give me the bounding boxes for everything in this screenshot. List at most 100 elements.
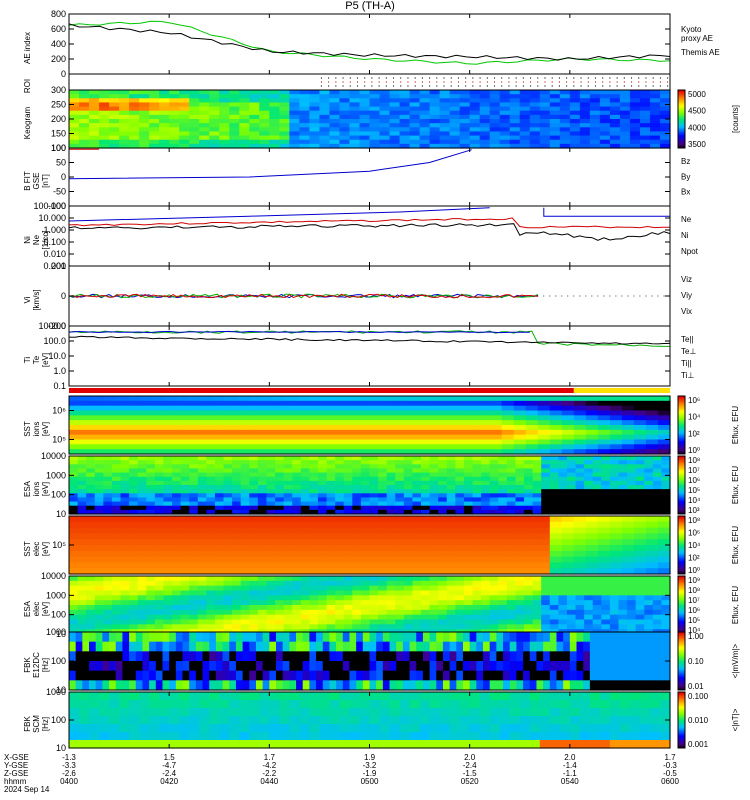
fbk-e-cell <box>402 661 411 672</box>
sst-elec-cell <box>549 516 563 523</box>
esa-elec-cell <box>627 576 637 582</box>
esa-ion-cell <box>172 472 182 478</box>
sst-elec-cell <box>633 556 647 563</box>
sst-elec-cell <box>561 533 575 540</box>
fbk-e-cell <box>402 632 411 643</box>
sst-elec-cell <box>429 516 443 523</box>
esa-ion-cell <box>154 472 165 478</box>
roi-ylabel-line: ROI <box>23 79 32 93</box>
fbk-e-cell <box>563 651 571 662</box>
fbk-e-cell <box>109 632 117 643</box>
esa-ion-cell <box>257 485 268 490</box>
esa-ion-cell <box>644 472 654 478</box>
esa-elec-cell <box>446 585 456 592</box>
keogram-cell <box>129 143 140 149</box>
roi-dot <box>515 85 517 87</box>
esa-ion-cell <box>429 460 439 465</box>
fbk-e-cell <box>469 632 477 643</box>
sst-ion-cell <box>165 434 178 441</box>
esa-ion-cell <box>266 505 276 511</box>
fbk-e-cell <box>362 670 371 681</box>
sst-ion-cell <box>213 396 226 402</box>
esa-elec-cell <box>77 614 87 621</box>
esa-ion-cell <box>197 485 207 490</box>
esa-elec-cell <box>481 590 491 596</box>
keogram-cell <box>179 110 190 116</box>
esa-ion-cell <box>103 460 113 465</box>
fbk-e-cell <box>175 632 184 643</box>
sst-elec-cell <box>321 533 335 540</box>
sst-elec-cell <box>69 521 82 529</box>
keogram-cell <box>79 135 90 141</box>
roi-dot <box>407 81 409 83</box>
fbk-e-cell <box>629 680 638 691</box>
sst-elec-cell <box>453 550 467 558</box>
esa-ion-cell <box>627 509 637 515</box>
esa-elec-cell <box>103 605 113 611</box>
esa-elec-cell <box>352 580 362 587</box>
esa-elec-cell <box>515 600 525 606</box>
sst-ion-colorbar-cell <box>678 397 685 400</box>
sst-ion-cell <box>345 449 359 455</box>
sst-ion-cell <box>237 434 250 441</box>
fbk-e-cell <box>182 632 190 643</box>
keogram-cell <box>249 106 260 112</box>
sst-ion-cell <box>129 415 142 421</box>
roi-dot <box>551 77 553 79</box>
velocity-legend-item-line: Viy <box>681 291 692 300</box>
fbk-e-cell <box>409 651 417 662</box>
esa-ion-cell <box>111 464 122 470</box>
sst-elec-cell <box>405 533 419 540</box>
esa-elec-cell <box>300 595 310 601</box>
sst-ion-cell <box>129 425 142 431</box>
sst-ion-cell <box>141 429 154 436</box>
sst-ion-cell <box>357 410 371 416</box>
ae-ylabel-line: AE index <box>23 32 32 64</box>
sst-elec-cell <box>165 521 178 529</box>
keogram-cell <box>479 106 491 112</box>
esa-elec-cell <box>481 600 491 606</box>
sst-ion-cell <box>81 425 94 431</box>
sst-ion-cell <box>369 396 383 402</box>
esa-ion-cell <box>661 493 671 499</box>
fbk-e-cell <box>195 641 204 652</box>
esa-ion-colorbar-tick: 10³ <box>688 506 700 515</box>
sst-elec-cell <box>537 545 551 552</box>
esa-elec-cell <box>240 605 250 611</box>
esa-ion-cell <box>77 468 87 474</box>
esa-ion-cell <box>644 460 654 465</box>
fbk-e-cell <box>462 680 471 691</box>
esa-ion-cell <box>163 485 173 490</box>
fbk-e-cell <box>596 632 604 643</box>
esa-elec-cell <box>661 576 671 582</box>
sst-ion-cell <box>213 434 226 441</box>
bfield-legend-item: By <box>681 172 690 181</box>
fbk-e-cell <box>309 641 317 652</box>
sst-ion-colorbar-cell <box>678 413 685 416</box>
esa-ion-cell <box>189 501 199 507</box>
sst-ion-cell <box>525 405 539 412</box>
fbk-e-cell <box>69 651 77 662</box>
sst-ion-cell <box>441 415 455 421</box>
esa-ion-cell <box>197 460 207 465</box>
esa-ion-cell <box>77 472 87 478</box>
ae-series-kyoto <box>68 20 671 65</box>
esa-ion-cell <box>326 485 336 490</box>
esa-elec-cell <box>154 605 165 611</box>
fbk-e-cell <box>429 641 437 652</box>
roi-dot <box>587 77 589 79</box>
roi-dot <box>443 81 445 83</box>
sst-elec-cell <box>609 516 623 523</box>
keogram-cell <box>439 102 451 108</box>
sst-elec-ylabel: SST elec [eV] <box>23 541 50 557</box>
esa-elec-cell <box>300 609 310 616</box>
esa-ion-cell <box>498 460 508 465</box>
sst-ion-cell <box>213 415 226 421</box>
keogram-cell <box>629 90 641 95</box>
esa-ion-cell <box>266 476 276 482</box>
esa-ion-cell <box>300 456 310 461</box>
sst-elec-cell <box>609 562 623 569</box>
esa-elec-cell <box>300 590 310 596</box>
keogram-cell <box>219 127 230 133</box>
esa-ion-cell <box>111 505 122 511</box>
